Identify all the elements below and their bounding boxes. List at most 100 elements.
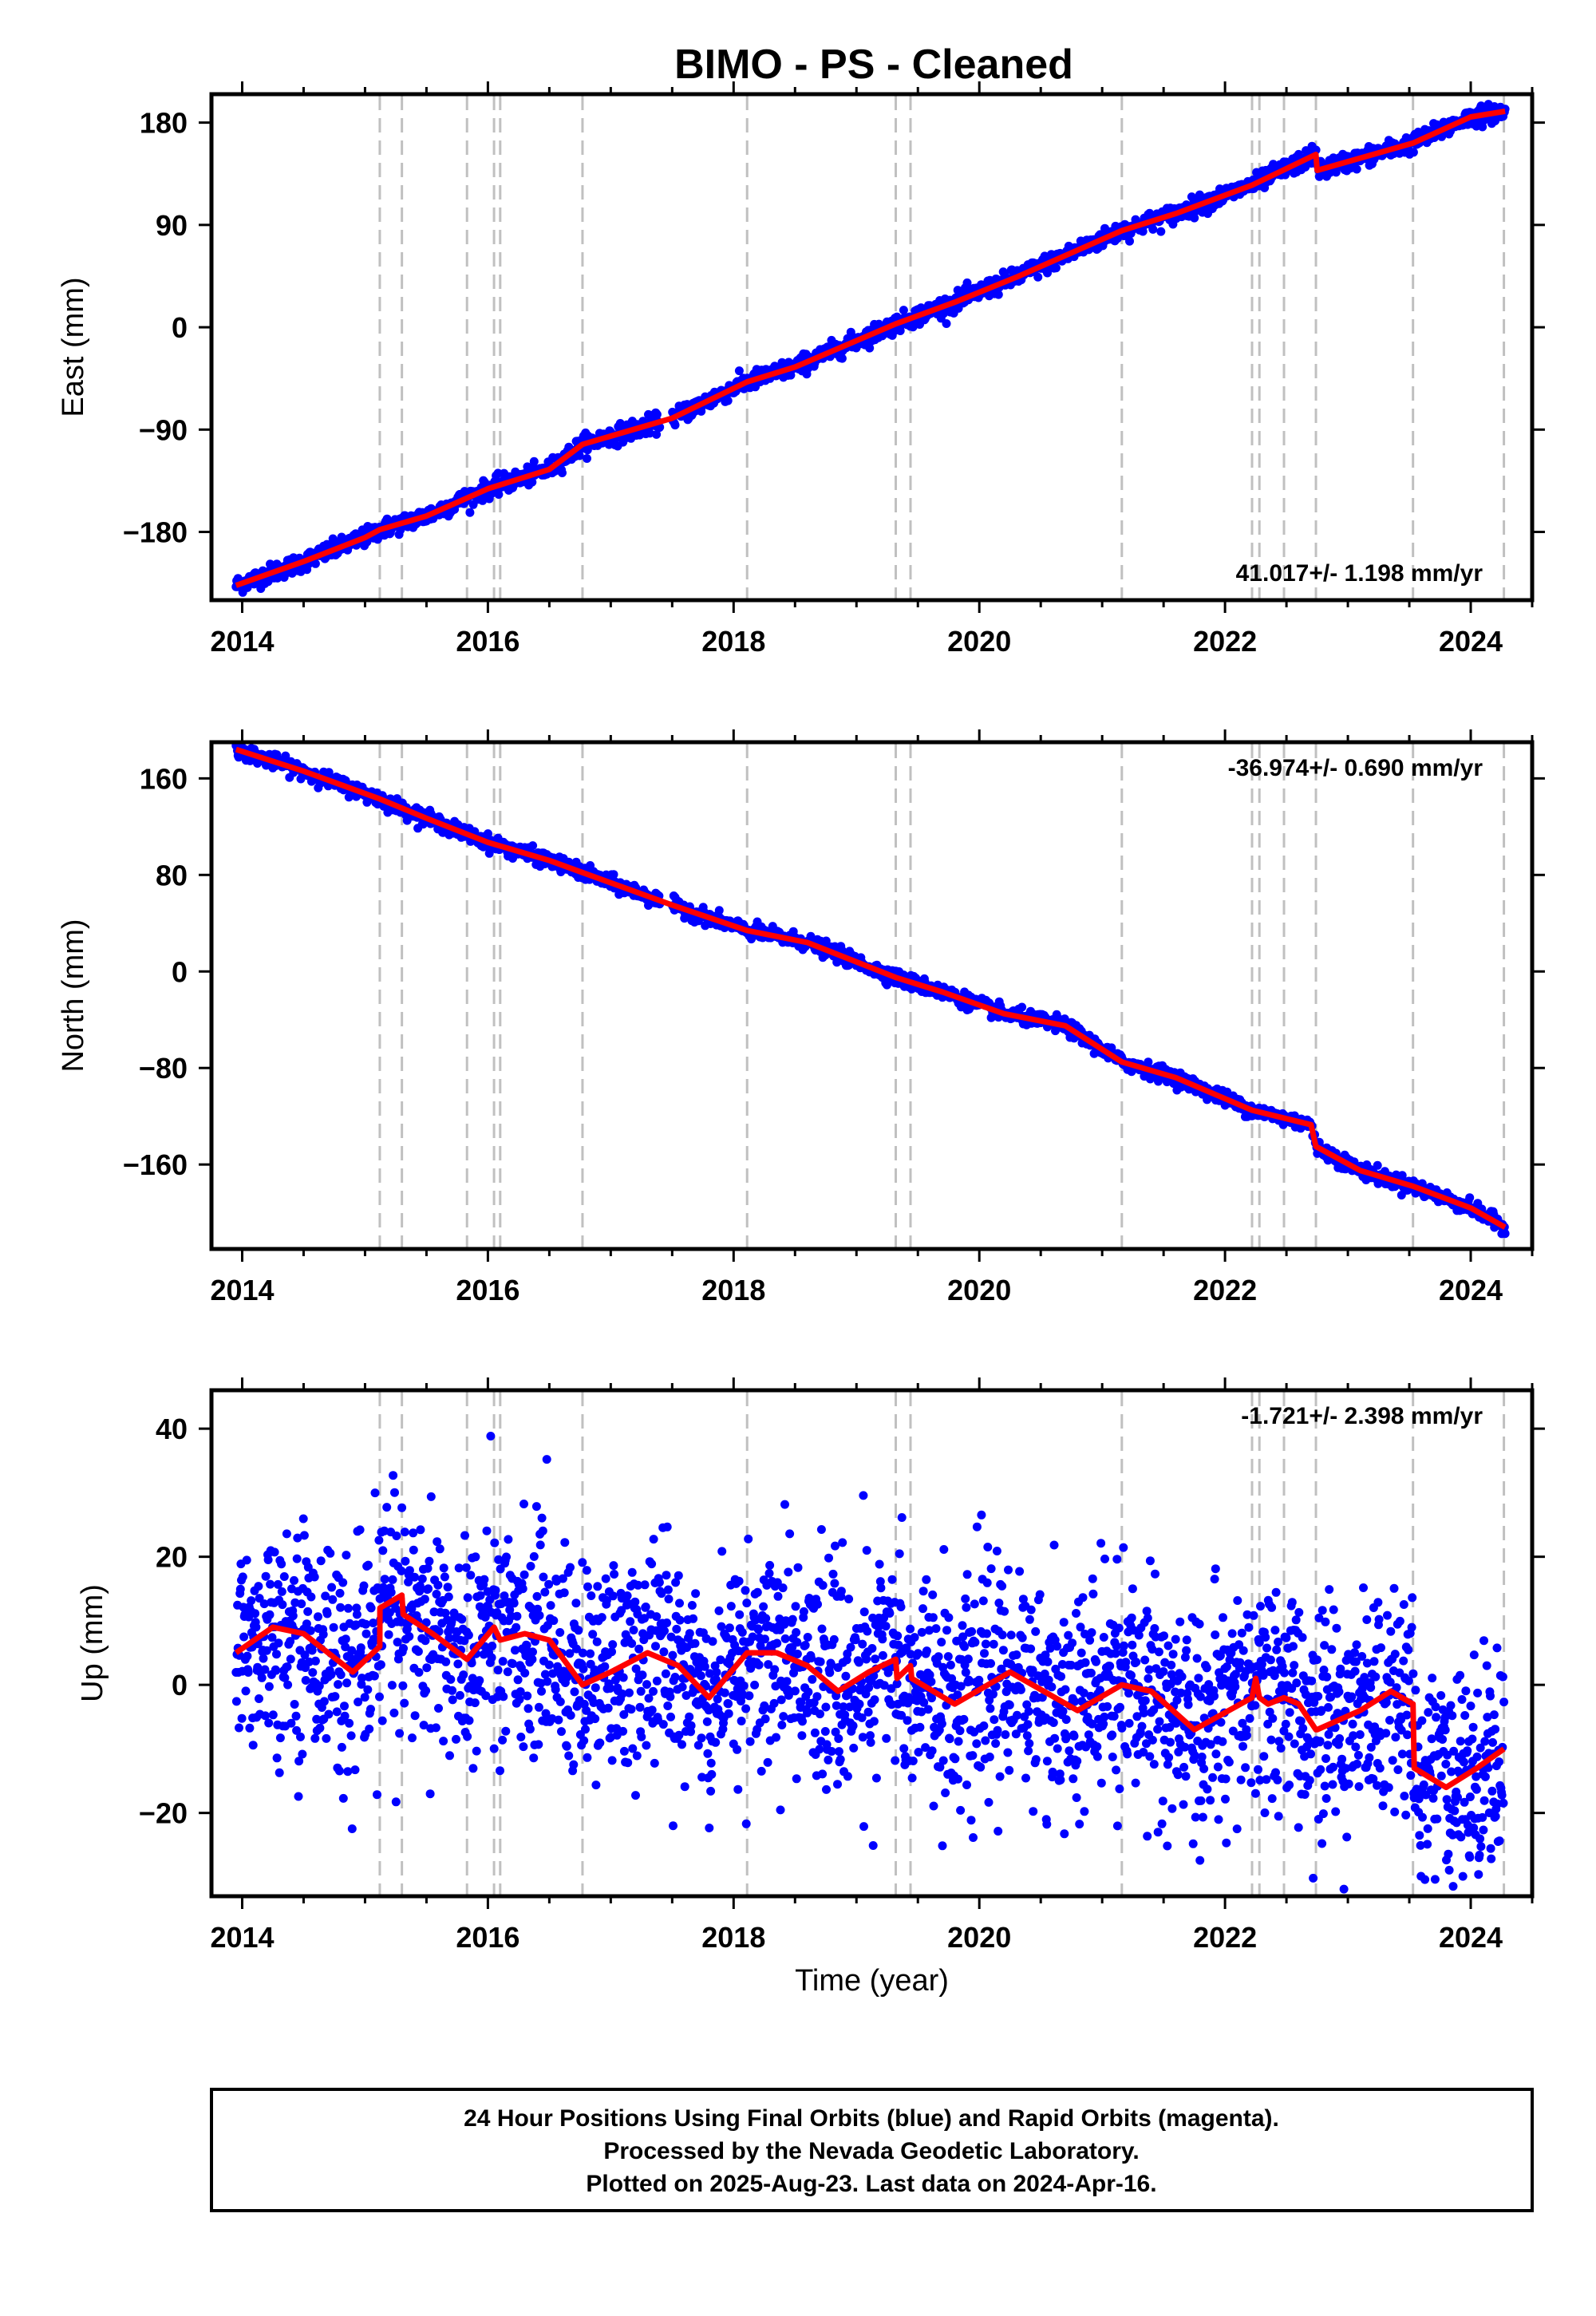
data-point <box>414 1668 424 1677</box>
data-point <box>460 1531 469 1540</box>
data-point <box>413 1646 423 1656</box>
data-point <box>627 1638 637 1648</box>
data-point <box>360 1693 369 1702</box>
data-point <box>361 1629 371 1638</box>
data-point <box>712 1667 721 1677</box>
data-point <box>292 1554 302 1563</box>
data-point <box>549 1616 559 1626</box>
data-point <box>535 1540 545 1550</box>
data-point <box>558 468 567 477</box>
data-point <box>733 1784 743 1794</box>
data-point <box>322 1733 331 1743</box>
data-point <box>649 1535 658 1544</box>
data-point <box>562 1741 571 1751</box>
data-point <box>737 1627 747 1637</box>
data-point <box>282 1662 292 1671</box>
data-point <box>310 1656 320 1666</box>
data-point <box>632 1751 642 1761</box>
data-point <box>591 1780 601 1790</box>
data-point <box>290 1575 298 1585</box>
data-point <box>268 1710 278 1720</box>
data-point <box>328 534 338 543</box>
data-point <box>369 1671 379 1681</box>
data-point <box>528 841 538 851</box>
data-point <box>735 1610 745 1619</box>
data-point <box>962 278 972 287</box>
data-point <box>618 1726 628 1736</box>
x-tick-label: 2024 <box>1439 1274 1503 1306</box>
data-point <box>686 1721 696 1730</box>
data-point <box>459 1670 468 1680</box>
data-point <box>421 1636 430 1646</box>
data-point <box>356 1643 365 1653</box>
data-point <box>503 1667 512 1677</box>
data-point <box>1051 263 1061 273</box>
data-point <box>265 1610 275 1619</box>
data-point <box>588 1630 598 1639</box>
data-point <box>566 1710 575 1720</box>
x-tick-label: 2024 <box>1439 625 1503 658</box>
data-point <box>1408 148 1418 157</box>
data-point <box>569 1760 579 1769</box>
data-point <box>235 1584 245 1594</box>
data-point <box>471 1552 480 1562</box>
data-point <box>501 1726 511 1736</box>
data-point <box>650 1758 659 1768</box>
data-point <box>519 1570 529 1579</box>
data-point <box>529 456 539 466</box>
data-point <box>243 1668 253 1677</box>
data-point <box>579 1736 589 1745</box>
data-point <box>332 1707 342 1717</box>
data-point <box>440 1572 449 1582</box>
figure-title: BIMO - PS - Cleaned <box>674 41 1073 88</box>
data-point <box>254 1582 263 1591</box>
data-point <box>425 1789 435 1799</box>
data-point <box>245 1723 255 1733</box>
y-tick-label: 0 <box>172 955 188 988</box>
data-point <box>463 1732 472 1741</box>
data-point <box>583 454 591 463</box>
data-point <box>1033 272 1043 282</box>
data-point <box>724 1699 733 1709</box>
data-point <box>555 1697 565 1706</box>
y-tick-label: −80 <box>139 1052 188 1085</box>
data-point <box>837 354 847 363</box>
data-point <box>465 508 475 517</box>
data-point <box>537 1513 547 1523</box>
data-point <box>306 1592 316 1602</box>
data-point <box>448 1695 457 1705</box>
data-point <box>337 1742 346 1752</box>
data-point <box>486 1432 496 1441</box>
data-point <box>608 1591 618 1601</box>
data-point <box>546 1601 555 1611</box>
data-point <box>717 1547 727 1556</box>
data-point <box>286 1718 296 1728</box>
data-point <box>534 1740 543 1749</box>
data-point <box>678 1682 687 1692</box>
data-point <box>490 1538 500 1547</box>
data-point <box>343 1603 353 1613</box>
data-point <box>539 1572 548 1582</box>
data-point <box>499 1692 508 1701</box>
data-point <box>672 1624 681 1634</box>
data-point <box>649 1686 658 1696</box>
x-tick-label: 2020 <box>947 1274 1011 1306</box>
data-point <box>432 1590 441 1599</box>
data-point <box>662 1522 672 1531</box>
data-point <box>583 1753 592 1762</box>
data-point <box>908 322 918 332</box>
data-point <box>326 1670 336 1679</box>
data-point <box>1331 168 1341 177</box>
data-point <box>600 1662 610 1671</box>
data-point <box>455 1690 464 1700</box>
data-point <box>452 1734 460 1744</box>
data-point <box>270 1547 279 1557</box>
data-point <box>670 1673 680 1682</box>
data-point <box>623 1758 633 1768</box>
data-point <box>264 1718 274 1728</box>
data-point <box>537 1686 546 1696</box>
data-point <box>512 1622 521 1632</box>
data-point <box>238 1572 247 1582</box>
y-axis-label: East (mm) <box>57 277 90 417</box>
data-point <box>310 1733 320 1743</box>
